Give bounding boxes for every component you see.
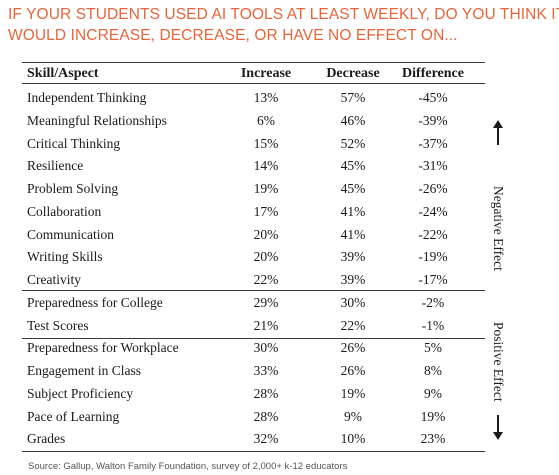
- table-cell-decrease: 52%: [340, 135, 366, 151]
- table-cell-decrease: 45%: [340, 181, 366, 196]
- down-arrow-icon: [493, 415, 503, 440]
- table-cell-skill: Critical Thinking: [27, 135, 121, 151]
- table-cell-skill: Writing Skills: [27, 249, 103, 265]
- table-cell-decrease: 41%: [340, 203, 366, 219]
- table-cell-difference: -45%: [418, 90, 448, 105]
- header-rule: [22, 83, 485, 84]
- table-cell-increase: 29%: [253, 294, 279, 310]
- table-cell-increase: 6%: [257, 112, 275, 128]
- table-cell-increase: 15%: [253, 135, 279, 151]
- table-cell-skill: Problem Solving: [27, 181, 119, 196]
- table-cell-difference: 23%: [420, 431, 446, 447]
- table-cell-decrease: 22%: [340, 317, 366, 333]
- table-cell-decrease: 30%: [340, 294, 366, 310]
- table-cell-decrease: 19%: [340, 385, 366, 401]
- table-cell-skill: Preparedness for College: [27, 294, 163, 310]
- table-cell-decrease: 9%: [344, 408, 362, 424]
- table-cell-increase: 20%: [253, 249, 279, 265]
- table-cell-increase: 20%: [253, 226, 279, 242]
- column-header-skill: Skill/Aspect: [27, 66, 99, 81]
- table-cell-skill: Communication: [27, 226, 114, 242]
- table-cell-difference: -22%: [418, 226, 448, 242]
- table-cell-difference: -17%: [418, 272, 448, 287]
- table-cell-increase: 17%: [253, 203, 279, 219]
- source-note: Source: Gallup, Walton Family Foundation…: [28, 461, 348, 472]
- table-cell-skill: Collaboration: [27, 203, 102, 219]
- negative-effect-label: Negative Effect: [491, 186, 506, 271]
- table-cell-difference: -26%: [418, 181, 448, 196]
- table-cell-increase: 21%: [253, 317, 279, 333]
- table-cell-skill: Subject Proficiency: [27, 385, 134, 401]
- table-cell-difference: 8%: [424, 363, 442, 378]
- group-rule-neutral-end: [22, 338, 485, 339]
- table-cell-difference: 19%: [420, 408, 446, 424]
- table-cell-decrease: 46%: [340, 112, 366, 128]
- table-cell-difference: -2%: [421, 294, 445, 310]
- column-header-difference: Difference: [402, 66, 464, 81]
- top-rule: [22, 62, 485, 63]
- table-cell-increase: 19%: [253, 181, 279, 196]
- table-cell-decrease: 39%: [340, 272, 366, 287]
- table-cell-decrease: 26%: [340, 340, 366, 356]
- table-cell-skill: Pace of Learning: [27, 408, 120, 424]
- table-cell-difference: -19%: [418, 249, 448, 265]
- group-rule-negative-end: [22, 290, 485, 291]
- table-cell-difference: 5%: [424, 340, 442, 356]
- table-cell-skill: Meaningful Relationships: [27, 112, 167, 128]
- table-cell-skill: Independent Thinking: [27, 90, 147, 105]
- table-cell-decrease: 41%: [340, 226, 366, 242]
- table-cell-difference: -39%: [418, 112, 448, 128]
- table-cell-increase: 28%: [253, 408, 279, 424]
- positive-effect-label: Positive Effect: [491, 322, 506, 402]
- table-cell-skill: Preparedness for Workplace: [27, 340, 179, 356]
- table-cell-decrease: 10%: [340, 431, 366, 447]
- chart-heading: IF YOUR STUDENTS USED AI TOOLS AT LEAST …: [8, 4, 559, 46]
- table-cell-difference: -31%: [418, 158, 448, 174]
- table-cell-increase: 22%: [253, 272, 279, 287]
- table-cell-skill: Engagement in Class: [27, 363, 141, 378]
- table-cell-increase: 14%: [253, 158, 279, 174]
- table-cell-increase: 30%: [253, 340, 279, 356]
- heading-line-2: WOULD INCREASE, DECREASE, OR HAVE NO EFF…: [8, 27, 458, 44]
- table-cell-difference: -24%: [418, 203, 448, 219]
- table-cell-decrease: 57%: [340, 90, 366, 105]
- table-cell-skill: Grades: [27, 431, 66, 447]
- table-cell-increase: 32%: [253, 431, 279, 447]
- table-cell-increase: 33%: [253, 363, 279, 378]
- up-arrow-icon: [493, 120, 503, 145]
- table-cell-difference: -37%: [418, 135, 448, 151]
- table-cell-decrease: 45%: [340, 158, 366, 174]
- table-cell-decrease: 26%: [340, 363, 366, 378]
- table-cell-increase: 28%: [253, 385, 279, 401]
- heading-line-1: IF YOUR STUDENTS USED AI TOOLS AT LEAST …: [8, 6, 559, 23]
- table-cell-skill: Resilience: [27, 158, 84, 174]
- table-cell-difference: 9%: [424, 385, 442, 401]
- bottom-rule: [22, 451, 485, 452]
- column-header-decrease: Decrease: [326, 66, 380, 81]
- table-cell-increase: 13%: [253, 90, 279, 105]
- column-header-increase: Increase: [240, 66, 292, 81]
- table-cell-skill: Test Scores: [27, 317, 89, 333]
- table-cell-decrease: 39%: [340, 249, 366, 265]
- table-cell-skill: Creativity: [27, 272, 81, 287]
- table-cell-difference: -1%: [421, 317, 445, 333]
